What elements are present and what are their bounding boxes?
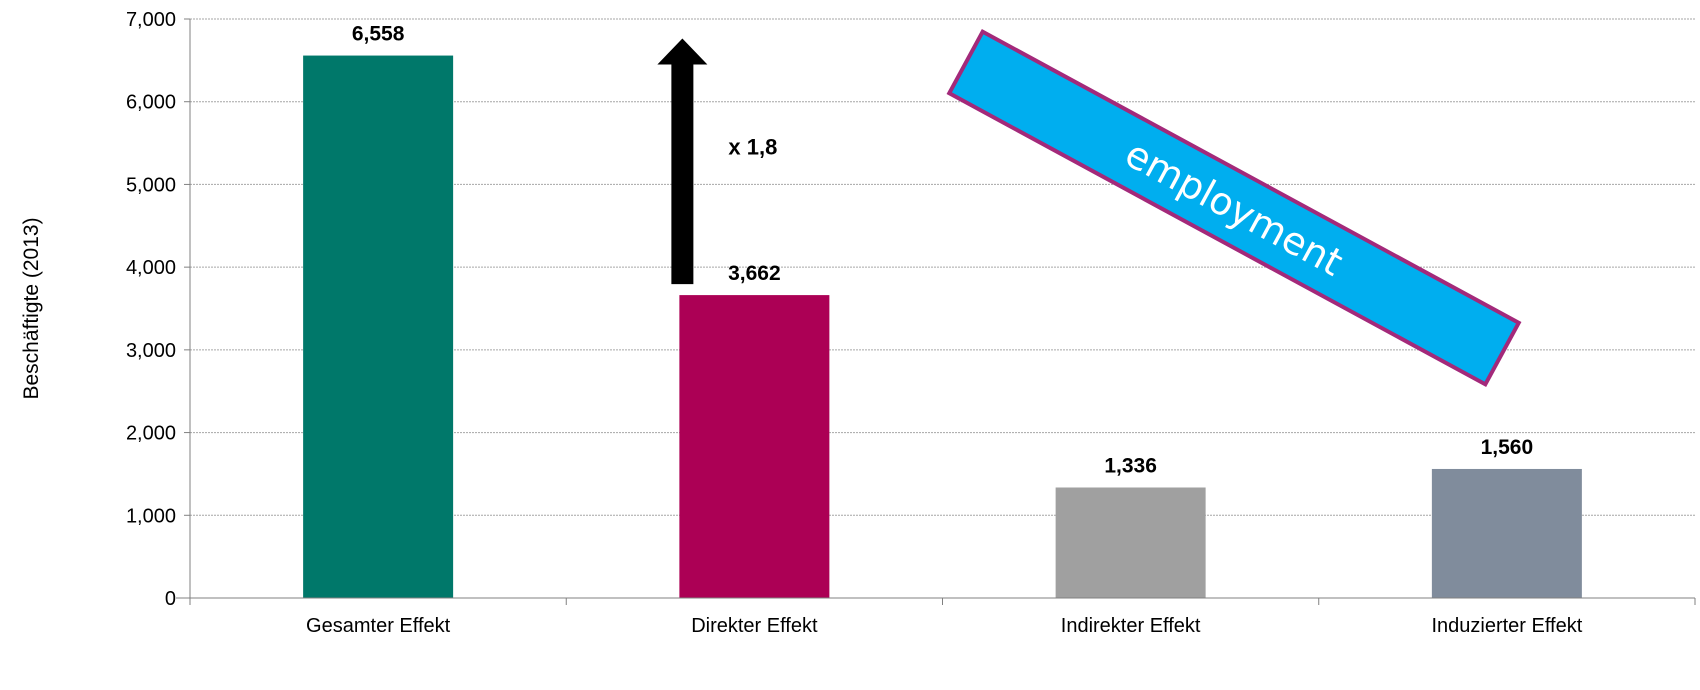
x-tick-label: Indirekter Effekt [1061, 615, 1201, 637]
axes [176, 18, 1696, 605]
y-tick-label: 3,000 [126, 340, 176, 362]
y-tick-label: 2,000 [126, 423, 176, 445]
data-label: 6,558 [352, 23, 405, 46]
bar-gesamter-effekt [303, 55, 454, 599]
data-label: 1,336 [1104, 454, 1157, 477]
data-label: 3,662 [728, 262, 781, 285]
bar-direkter-effekt [679, 295, 830, 598]
y-tick-label: 0 [165, 588, 176, 610]
banner-box [946, 28, 1522, 388]
bar-indirekter-effekt [1055, 487, 1206, 598]
y-axis-title: Beschäftigte (2013) [20, 217, 43, 399]
labels: 0 1,000 2,000 3,000 4,000 5,000 6,000 7,000 6,55… [20, 9, 1583, 637]
y-tick-label: 6,000 [126, 92, 176, 114]
x-tick-label: Induzierter Effekt [1431, 615, 1582, 637]
y-tick-label: 1,000 [126, 505, 176, 527]
banner-text: employment [1118, 131, 1350, 284]
bar-induzierter-effekt [1431, 468, 1582, 598]
x-tick-label: Gesamter Effekt [306, 615, 451, 637]
data-label: 1,560 [1481, 436, 1534, 459]
x-tick-label: Direkter Effekt [691, 615, 818, 637]
multiplier-label: x 1,8 [728, 134, 777, 159]
y-tick-label: 5,000 [126, 174, 176, 196]
y-tick-label: 7,000 [126, 9, 176, 31]
y-tick-label: 4,000 [126, 257, 176, 279]
employment-banner: employment [946, 28, 1522, 388]
bars [303, 55, 1582, 599]
multiplier-arrow [657, 38, 708, 285]
